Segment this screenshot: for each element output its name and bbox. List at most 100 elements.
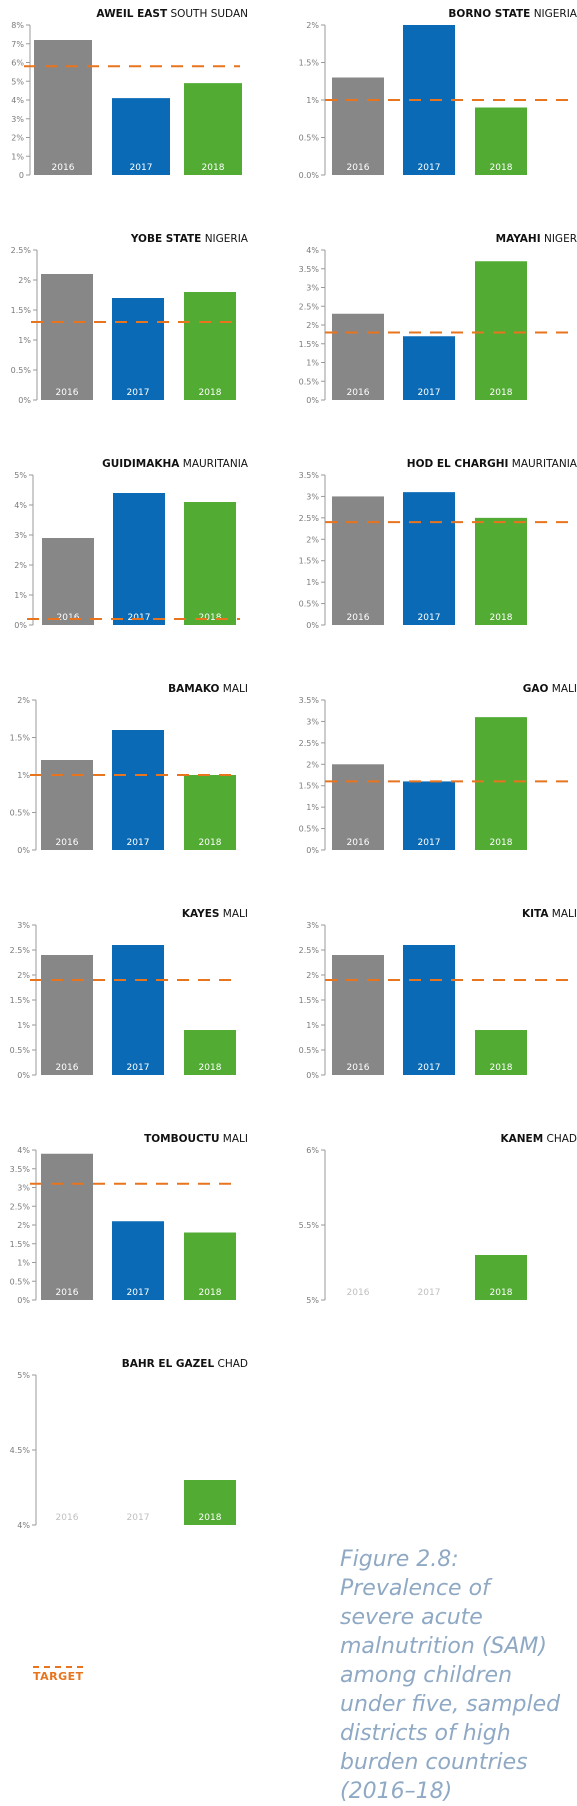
kayes-tick-label: 2.5% [10, 946, 31, 955]
kita-tick-label: 2% [306, 971, 319, 980]
yobe-state-tick-label: 1% [18, 336, 31, 345]
yobe-state-bar-2016 [41, 274, 93, 400]
yobe-state-title-country: NIGERIA [201, 233, 248, 245]
borno-state-tick-label: 0.5% [299, 134, 320, 143]
kayes-bar-2016 [41, 955, 93, 1075]
target-legend-label: TARGET [33, 1670, 84, 1683]
kita-category-label: 2016 [347, 1063, 370, 1073]
kayes-category-label: 2017 [127, 1063, 150, 1073]
tombouctu-tick-label: 2% [17, 1221, 30, 1230]
yobe-state-tick-label: 0.5% [11, 366, 32, 375]
kayes-bar-2017 [112, 945, 164, 1075]
yobe-state-category-label: 2017 [127, 388, 150, 398]
bamako-tick-label: 1% [17, 771, 30, 780]
bahr-el-gazel-tick-label: 4.5% [10, 1446, 31, 1455]
kita-tick-label: 1% [306, 1021, 319, 1030]
aweil-east-category-label: 2018 [202, 163, 225, 173]
bahr-el-gazel-title-district: BAHR EL GAZEL [122, 1358, 215, 1370]
tombouctu-tick-label: 0.5% [10, 1277, 31, 1286]
mayahi-tick-label: 4% [306, 246, 319, 255]
tombouctu-bar-2017 [112, 1221, 164, 1300]
guidimakha-title: GUIDIMAKHA MAURITANIA [102, 458, 249, 470]
tombouctu-tick-label: 0% [17, 1296, 30, 1305]
borno-state-tick-label: 2% [306, 21, 319, 30]
yobe-state-tick-label: 0% [18, 396, 31, 405]
kita-category-label: 2017 [418, 1063, 441, 1073]
mayahi-tick-label: 3% [306, 284, 319, 293]
kanem-title: KANEM CHAD [500, 1133, 577, 1145]
bamako-tick-label: 0.5% [10, 809, 31, 818]
aweil-east-tick-label: 2% [11, 134, 24, 143]
hod-el-charghi-bar-2017 [403, 492, 455, 625]
mayahi-tick-label: 2% [306, 321, 319, 330]
bamako-tick-label: 0% [17, 846, 30, 855]
mayahi-bar-2017 [403, 336, 455, 400]
kita-tick-label: 2.5% [299, 946, 320, 955]
tombouctu-title: TOMBOUCTU MALI [144, 1133, 248, 1145]
hod-el-charghi-tick-label: 0% [306, 621, 319, 630]
hod-el-charghi-tick-label: 2.5% [299, 514, 320, 523]
kita-title-country: MALI [548, 908, 577, 920]
kita-bar-2018 [475, 1030, 527, 1075]
kita-tick-label: 0.5% [299, 1046, 320, 1055]
bamako-tick-label: 2% [17, 696, 30, 705]
borno-state-category-label: 2017 [418, 163, 441, 173]
mayahi-tick-label: 1.5% [299, 340, 320, 349]
aweil-east-bar-2017 [112, 98, 170, 175]
mayahi-bar-2018 [475, 261, 527, 400]
aweil-east-tick-label: 6% [11, 59, 24, 68]
aweil-east-tick-label: 3% [11, 115, 24, 124]
hod-el-charghi-category-label: 2018 [490, 613, 513, 623]
hod-el-charghi-tick-label: 1.5% [299, 557, 320, 566]
figure-caption: Figure 2.8: Prevalence of severe acute m… [340, 1547, 561, 1804]
bahr-el-gazel-title-country: CHAD [214, 1358, 248, 1370]
gao-tick-label: 2.5% [299, 739, 320, 748]
tombouctu-bar-2018 [184, 1232, 236, 1300]
kanem-tick-label: 5.5% [299, 1221, 320, 1230]
kita-tick-label: 3% [306, 921, 319, 930]
bamako-title-country: MALI [219, 683, 248, 695]
bamako-category-label: 2017 [127, 838, 150, 848]
borno-state-category-label: 2016 [347, 163, 370, 173]
yobe-state-category-label: 2018 [199, 388, 222, 398]
mayahi-title: MAYAHI NIGER [496, 233, 577, 245]
yobe-state-title-district: YOBE STATE [130, 233, 202, 245]
guidimakha-bar-2018 [184, 502, 236, 625]
yobe-state-tick-label: 2.5% [11, 246, 32, 255]
borno-state-title-district: BORNO STATE [448, 8, 530, 20]
gao-tick-label: 3% [306, 717, 319, 726]
kanem-title-country: CHAD [543, 1133, 577, 1145]
mayahi-tick-label: 1% [306, 359, 319, 368]
bamako-title-district: BAMAKO [168, 683, 219, 695]
aweil-east-tick-label: 7% [11, 40, 24, 49]
bahr-el-gazel-category-label: 2018 [199, 1513, 222, 1523]
kanem-tick-label: 6% [306, 1146, 319, 1155]
borno-state-title-country: NIGERIA [530, 8, 577, 20]
mayahi-tick-label: 3.5% [299, 265, 320, 274]
kayes-tick-label: 1.5% [10, 996, 31, 1005]
mayahi-tick-label: 0% [306, 396, 319, 405]
chart-grid: 0 1% 2% 3% 4% 5% 6% 7% 8% AWEIL EAST SOUTH SUDAN 2… [10, 8, 577, 1530]
gao-tick-label: 1% [306, 803, 319, 812]
hod-el-charghi-title: HOD EL CHARGHI MAURITANIA [407, 458, 577, 470]
tombouctu-tick-label: 3.5% [10, 1165, 31, 1174]
yobe-state-tick-label: 2% [18, 276, 31, 285]
tombouctu-title-district: TOMBOUCTU [144, 1133, 219, 1145]
tombouctu-tick-label: 4% [17, 1146, 30, 1155]
aweil-east-tick-label: 4% [11, 96, 24, 105]
hod-el-charghi-bar-2016 [332, 496, 384, 625]
kayes-tick-label: 1% [17, 1021, 30, 1030]
guidimakha-tick-label: 1% [14, 591, 27, 600]
gao-tick-label: 1.5% [299, 782, 320, 791]
borno-state-tick-label: 1% [306, 96, 319, 105]
kita-bar-2017 [403, 945, 455, 1075]
kita-title-district: KITA [522, 908, 549, 920]
yobe-state-title: YOBE STATE NIGERIA [130, 233, 249, 245]
bahr-el-gazel-category-label: 2017 [127, 1513, 150, 1523]
aweil-east-bar-2016 [34, 40, 92, 175]
mayahi-category-label: 2017 [418, 388, 441, 398]
bamako-tick-label: 1.5% [10, 734, 31, 743]
yobe-state-bar-2017 [112, 298, 164, 400]
aweil-east-title-country: SOUTH SUDAN [167, 8, 248, 20]
kanem-tick-label: 5% [306, 1296, 319, 1305]
